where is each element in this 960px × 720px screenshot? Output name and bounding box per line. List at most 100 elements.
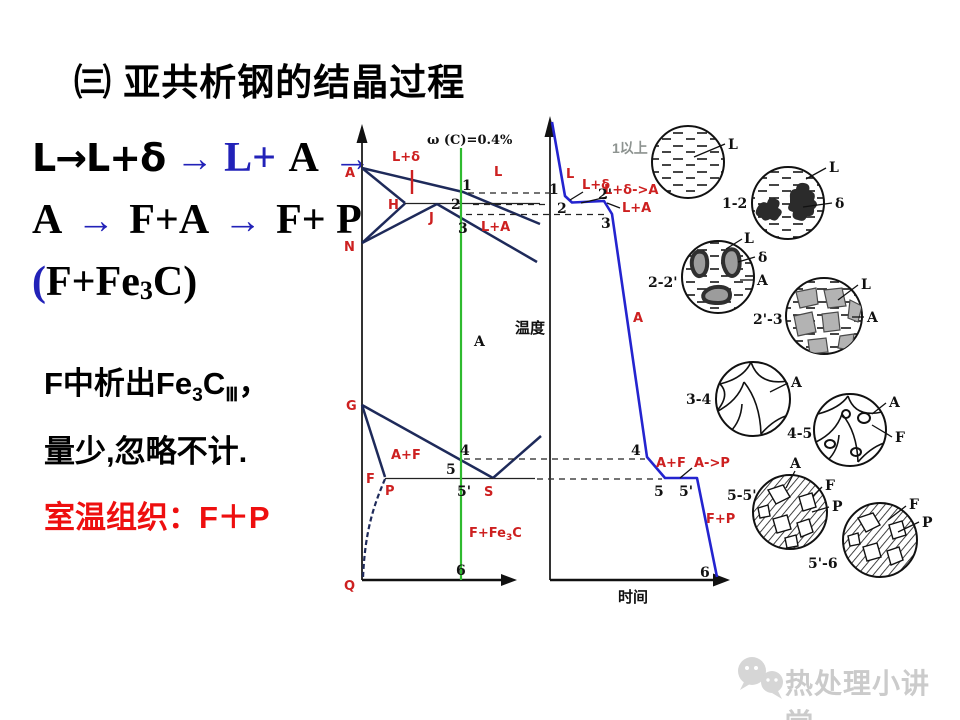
cooling-curve-diagram: L 1 L+δ 2 L+δ->A 2' L+A 3 A 4 A+F A->P 5…: [544, 116, 735, 606]
seq2-a: A: [32, 197, 63, 243]
liquidus-AB: [361, 166, 541, 226]
phase-letter: P: [922, 515, 933, 531]
cc-l-delta-to-a-label: L+δ->A: [604, 183, 658, 198]
cc-tick-1: 1: [549, 182, 559, 198]
delta-a-blob: [720, 247, 742, 278]
phase-sequence-line-1: L→L+δ → L+ A →: [32, 134, 377, 182]
phase-letter: A: [888, 395, 901, 411]
arrow-icon: →: [333, 138, 372, 180]
tick-5prime: 5': [457, 484, 471, 500]
micrograph-stage-2p-3: 2'-3 L A: [753, 277, 879, 355]
seq3-b: C): [152, 259, 198, 305]
region-l-delta-label: L+δ: [392, 150, 420, 165]
axis-arrow-up-icon: [356, 124, 368, 143]
stage-label: 3-4: [686, 392, 712, 408]
cc-l-label: L: [566, 167, 574, 182]
seq1-a: A: [288, 135, 319, 181]
phase-letter: A: [866, 310, 879, 326]
cc-a-label: A: [633, 311, 643, 326]
composition-annotation: ω (C)=0.4%: [427, 133, 513, 148]
point-F-label: F: [366, 472, 375, 487]
tick-1: 1: [462, 178, 472, 194]
cc-f-p-label: F+P: [706, 512, 735, 527]
a-grain: [823, 287, 847, 309]
cc-tick-2prime: 2': [598, 187, 612, 203]
stage-label: 1以上: [612, 140, 648, 156]
ferrite-grain: [798, 492, 817, 512]
phase-sequence-line-2: A → F+A → F+ P: [32, 196, 362, 244]
seq3-a: F+Fe: [46, 259, 140, 305]
micrograph-stage-3-4: 3-4 A: [686, 361, 803, 437]
region-l-label: L: [494, 165, 502, 180]
point-J-label: J: [428, 211, 434, 226]
phase-letter: P: [832, 499, 843, 515]
stage-label: 2-2': [648, 275, 678, 291]
ferrite-grain: [888, 520, 907, 540]
note1-b: C: [202, 366, 226, 401]
ferrite-grain: [886, 546, 904, 566]
cc-l-delta-label: L+δ: [582, 178, 610, 193]
leader-lines: [569, 191, 693, 479]
region-a-label: A: [473, 334, 486, 350]
ferrite-grain: [856, 512, 881, 533]
temperature-axis-label: 温度: [515, 319, 546, 337]
cc-tick-4: 4: [631, 443, 641, 459]
note-negligible: 量少,忽略不计.: [44, 434, 248, 469]
region-f-fe3c-label: F+Fe3C: [469, 526, 522, 543]
point-P-label: P: [385, 484, 395, 499]
line-PQ: [361, 478, 387, 579]
stage-label: 1-2: [722, 196, 747, 212]
note-room-temp-structure: 室温组织：F＋P: [44, 500, 270, 535]
phase-letter: F: [909, 497, 919, 513]
delta-a-blob: [701, 284, 733, 306]
f-fe3c-b: C: [512, 526, 522, 541]
ferrite-grain: [757, 504, 771, 519]
tick-3: 3: [458, 221, 468, 237]
arrow-icon: →: [175, 138, 214, 180]
cc-tick-6: 6: [700, 565, 710, 581]
stage-label: 4-5: [787, 426, 812, 442]
point-G-label: G: [346, 399, 357, 414]
phase-letter: L: [744, 231, 754, 247]
point-S-label: S: [484, 485, 493, 500]
micrograph-stage-2-2p: 2-2' L δ A: [648, 231, 769, 314]
phase-letter: L: [861, 277, 871, 293]
note1-comma: ，: [238, 366, 270, 401]
seq3-sub: 3: [139, 276, 153, 306]
tick-4: 4: [460, 443, 470, 459]
ferrite-grain: [766, 484, 791, 505]
watermark: 热处理小讲堂: [737, 652, 957, 720]
page-title: ㈢ 亚共析钢的结晶过程: [74, 62, 466, 103]
ferrite-grain: [862, 542, 882, 562]
delta-dendrite: [788, 182, 817, 221]
micrograph-stage-4-5: 4-5 A F: [787, 393, 905, 467]
stage-label: 5-5': [727, 488, 757, 504]
seq3-paren: (: [32, 259, 46, 305]
solidus-AH: [361, 167, 406, 204]
point-H-label: H: [388, 198, 399, 213]
micrograph-stage-5-5p: 5-5' A F P: [727, 456, 843, 550]
cc-tick-5prime: 5': [679, 484, 693, 500]
region-a-f-label: A+F: [391, 448, 421, 463]
tie-lines: [464, 192, 662, 480]
arrow-icon: →: [76, 200, 115, 242]
delta-dendrite: [755, 197, 782, 221]
tick-6: 6: [456, 563, 466, 579]
line-GS: [361, 403, 494, 480]
point-A-label: A: [345, 166, 355, 181]
f-fe3c-a: F+Fe: [469, 526, 506, 541]
ferrite-grain: [784, 534, 799, 549]
cc-l-a-label: L+A: [622, 201, 651, 216]
arrow-icon: →: [223, 200, 262, 242]
note-fe3c: F中析出Fe3CⅢ，: [44, 358, 269, 407]
axis-arrow-right-icon: [501, 574, 517, 586]
point-Q-label: Q: [344, 579, 355, 594]
note1-sub3: 3: [192, 385, 203, 407]
cc-tick-3: 3: [601, 216, 611, 232]
stage-label: 2'-3: [753, 312, 783, 328]
phase-letter: A: [790, 375, 803, 391]
a-grain: [793, 311, 817, 337]
a-grain: [795, 287, 819, 309]
